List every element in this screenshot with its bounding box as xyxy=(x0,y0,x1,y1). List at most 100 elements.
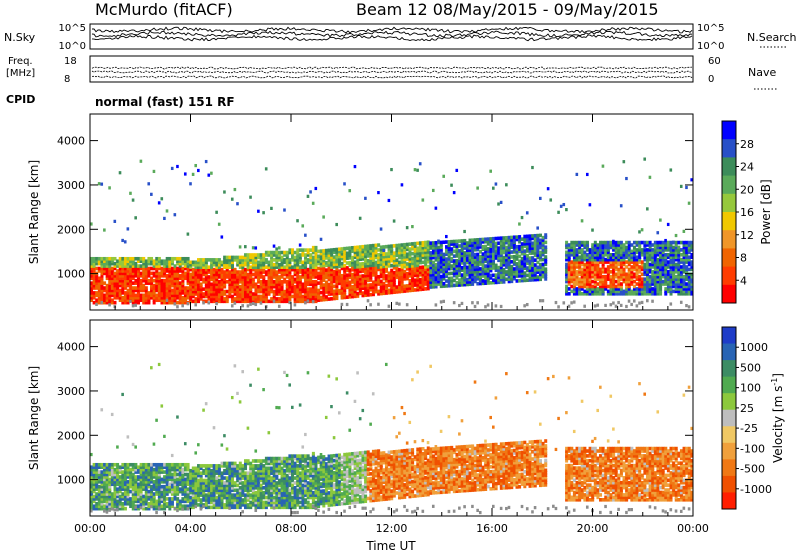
range-time-cell xyxy=(259,267,263,272)
range-time-cell xyxy=(186,499,190,504)
range-time-cell xyxy=(358,262,362,266)
range-time-cell xyxy=(330,262,334,267)
range-time-cell xyxy=(400,260,404,264)
range-time-cell xyxy=(306,260,310,265)
range-time-cell xyxy=(220,289,224,294)
range-time-cell xyxy=(332,265,336,269)
range-time-cell xyxy=(622,252,626,257)
range-time-cell xyxy=(327,270,331,275)
range-time-cell xyxy=(178,286,182,290)
range-time-cell xyxy=(437,245,441,250)
range-time-cell xyxy=(497,248,501,253)
range-time-cell xyxy=(398,284,402,289)
range-time-cell xyxy=(625,245,629,250)
range-time-cell xyxy=(90,222,93,226)
range-time-cell xyxy=(387,281,391,285)
range-time-cell xyxy=(572,279,576,284)
range-time-cell xyxy=(324,256,328,260)
range-time-cell xyxy=(445,257,449,261)
range-time-cell xyxy=(672,289,676,294)
range-time-cell xyxy=(191,478,195,483)
range-time-cell xyxy=(382,291,386,296)
range-time-cell xyxy=(189,289,193,294)
range-time-cell xyxy=(150,286,154,290)
nsky-label: N.Sky xyxy=(4,31,36,44)
range-time-cell xyxy=(659,287,663,291)
range-time-cell xyxy=(163,492,167,496)
range-time-cell xyxy=(230,270,234,274)
range-time-cell xyxy=(659,250,663,255)
range-time-cell xyxy=(113,219,117,223)
range-time-cell xyxy=(361,283,365,288)
range-time-cell xyxy=(277,292,281,296)
range-time-cell xyxy=(126,264,130,268)
range-time-cell xyxy=(510,250,514,254)
range-time-cell xyxy=(531,260,535,265)
range-time-cell xyxy=(416,253,420,258)
range-time-cell xyxy=(123,489,127,494)
range-time-cell xyxy=(379,262,383,267)
range-time-cell xyxy=(418,251,422,255)
range-time-cell xyxy=(413,244,417,248)
range-time-cell xyxy=(426,286,430,291)
range-time-cell xyxy=(270,275,274,279)
range-time-cell xyxy=(110,276,114,281)
range-time-cell xyxy=(416,278,420,282)
range-time-cell xyxy=(392,278,396,282)
range-time-cell xyxy=(90,256,94,261)
range-time-cell xyxy=(163,286,167,290)
range-time-cell xyxy=(387,244,391,249)
range-time-cell xyxy=(630,255,634,260)
range-time-cell xyxy=(121,492,125,496)
range-time-cell xyxy=(116,278,120,283)
range-time-cell xyxy=(309,265,313,269)
range-time-cell xyxy=(507,277,511,281)
range-time-cell xyxy=(507,238,511,242)
range-time-cell xyxy=(442,272,446,276)
range-time-cell xyxy=(484,254,488,259)
range-time-cell xyxy=(144,487,148,491)
range-time-cell xyxy=(632,284,636,289)
ground-scatter-cell xyxy=(609,303,613,307)
range-time-cell xyxy=(121,477,125,482)
range-time-cell xyxy=(264,167,268,171)
range-time-cell xyxy=(371,256,375,260)
range-time-cell xyxy=(591,274,595,279)
range-time-cell xyxy=(593,245,597,250)
range-time-cell xyxy=(163,293,167,298)
range-time-cell xyxy=(176,276,180,281)
range-time-cell xyxy=(426,255,430,259)
range-time-cell xyxy=(426,245,430,249)
range-time-cell xyxy=(291,250,295,255)
range-time-cell xyxy=(609,255,613,260)
range-time-cell xyxy=(108,276,112,281)
range-time-cell xyxy=(465,282,469,287)
range-time-cell xyxy=(306,248,310,252)
range-time-cell xyxy=(121,501,125,506)
range-time-cell xyxy=(105,269,109,273)
range-time-cell xyxy=(293,284,297,289)
range-time-cell xyxy=(157,266,161,271)
range-time-cell xyxy=(131,501,135,506)
range-time-cell xyxy=(280,297,284,301)
range-time-cell xyxy=(400,252,404,257)
range-time-cell xyxy=(335,222,338,227)
range-time-cell xyxy=(129,286,133,290)
range-time-cell xyxy=(136,281,140,285)
range-time-cell xyxy=(439,255,443,259)
range-time-cell xyxy=(317,291,321,295)
range-time-cell xyxy=(387,283,391,288)
range-time-cell xyxy=(690,240,694,245)
range-time-cell xyxy=(160,300,164,305)
range-time-cell xyxy=(664,291,668,296)
range-time-cell xyxy=(181,492,185,496)
range-time-cell xyxy=(379,291,383,296)
range-time-cell xyxy=(103,480,107,484)
range-time-cell xyxy=(599,277,603,281)
range-time-cell xyxy=(165,266,169,271)
range-time-cell xyxy=(90,470,94,474)
range-time-cell xyxy=(499,200,503,205)
range-time-cell xyxy=(659,267,663,272)
range-time-cell xyxy=(116,475,120,479)
range-time-cell xyxy=(340,256,344,261)
